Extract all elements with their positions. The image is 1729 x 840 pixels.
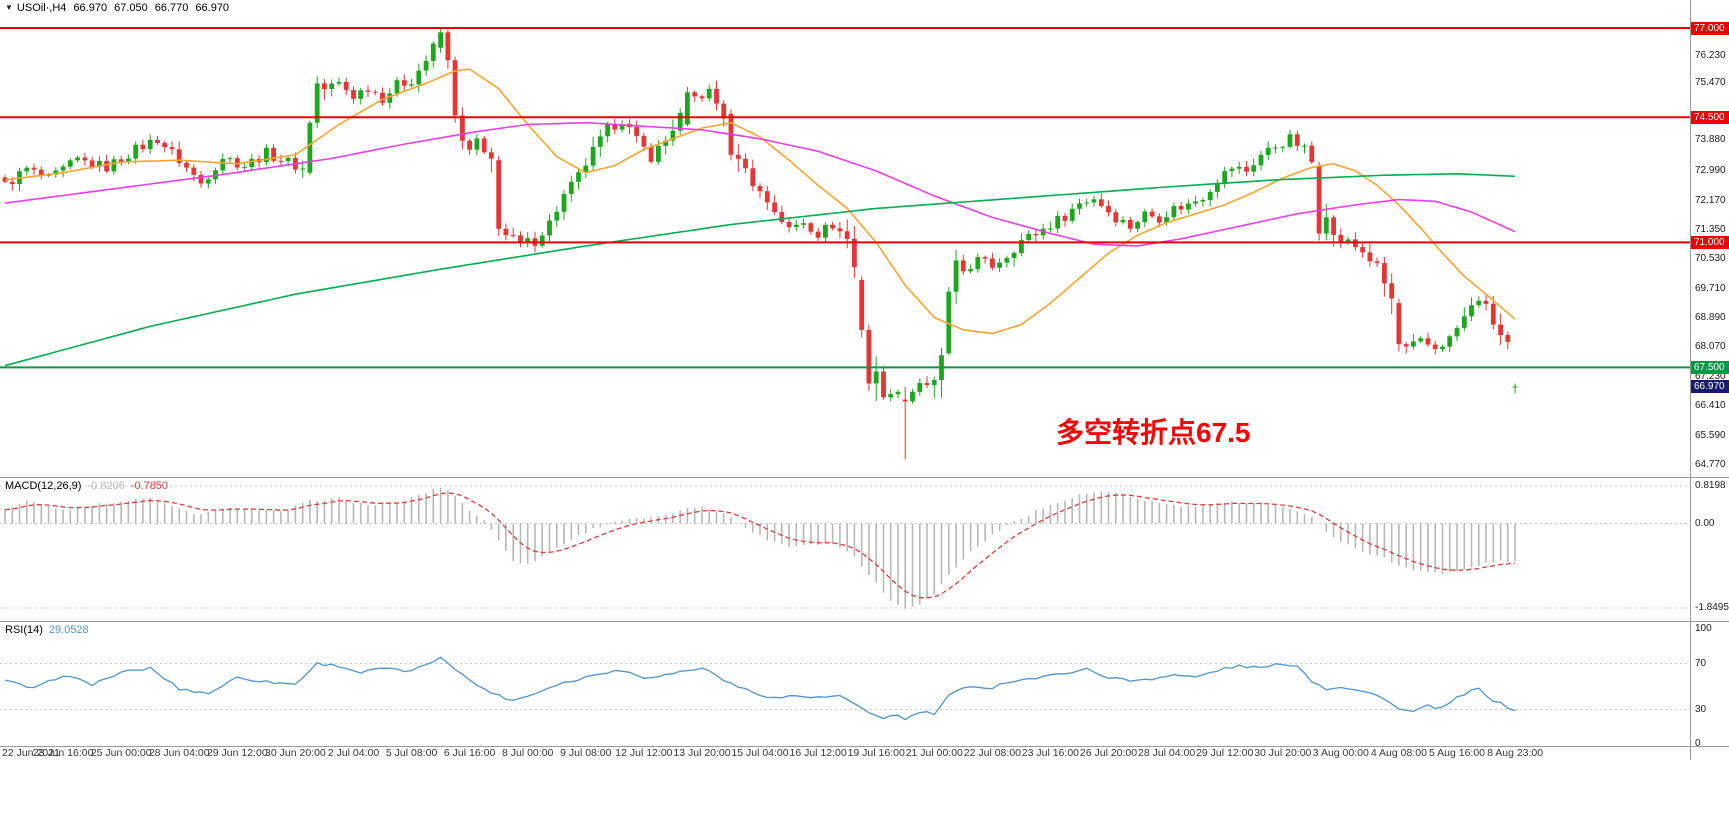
time-axis-label: 29 Jul 12:00 <box>1196 747 1254 759</box>
time-axis-label: 13 Jul 20:00 <box>673 747 731 759</box>
macd-name-label: MACD(12,26,9) <box>5 480 82 492</box>
time-axis-label: 16 Jul 12:00 <box>789 747 847 759</box>
macd-main-value: -0.8206 <box>87 480 125 492</box>
price-axis-tag: 71.000 <box>1691 235 1729 249</box>
time-axis-label: 29 Jun 12:00 <box>206 747 268 759</box>
price-axis-label: 68.890 <box>1695 311 1726 323</box>
time-axis-label: 30 Jun 20:00 <box>265 747 326 759</box>
open-value: 66.970 <box>73 2 108 14</box>
time-axis-label: 23 Jul 16:00 <box>1021 747 1079 759</box>
price-axis-label: 64.770 <box>1695 459 1726 470</box>
price-axis-label: 72.170 <box>1695 194 1726 206</box>
time-axis-label: 23 Jun 16:00 <box>32 747 94 759</box>
panel-splitter[interactable] <box>0 746 1729 747</box>
price-axis-tag: 77.000 <box>1691 21 1729 35</box>
price-axis-label: 30 <box>1695 703 1707 715</box>
price-axis-label: 70.530 <box>1695 253 1726 265</box>
time-axis-label: 15 Jul 04:00 <box>731 747 789 759</box>
price-axis-label: 0 <box>1695 738 1701 749</box>
low-value: 66.770 <box>154 2 189 14</box>
price-axis-label: 66.410 <box>1695 400 1726 412</box>
time-axis-label: 4 Aug 08:00 <box>1370 747 1427 759</box>
rsi-indicator-panel[interactable] <box>0 656 1690 721</box>
close-value: 66.970 <box>195 2 230 14</box>
rsi-value: 29.0528 <box>48 624 89 636</box>
high-value: 67.050 <box>114 2 148 14</box>
time-axis-label: 19 Jul 16:00 <box>847 747 905 759</box>
panel-splitter[interactable] <box>0 477 1729 478</box>
price-axis-label: 76.230 <box>1695 49 1726 61</box>
time-axis-label: 28 Jul 04:00 <box>1137 747 1196 759</box>
price-axis-label: 0.00 <box>1695 517 1715 529</box>
time-axis-label: 28 Jun 04:00 <box>148 747 210 759</box>
time-axis-label: 5 Aug 16:00 <box>1428 747 1486 759</box>
time-axis-label: 5 Jul 08:00 <box>385 747 438 759</box>
price-axis-tag: 66.970 <box>1691 379 1729 393</box>
price-axis-label: 69.710 <box>1695 282 1726 294</box>
price-axis-label: 75.470 <box>1695 76 1726 88</box>
rsi-label-row: RSI(14) 29.0528 <box>5 624 95 636</box>
price-axis-label: 70 <box>1695 657 1707 669</box>
price-axis-label: 100 <box>1695 623 1712 634</box>
macd-label-row: MACD(12,26,9) -0.8206 -0.7850 <box>5 480 174 492</box>
symbol-period-label: USOil·,H4 <box>16 2 67 14</box>
time-axis-label: 12 Jul 12:00 <box>615 747 673 759</box>
price-axis-label: 68.070 <box>1695 341 1726 353</box>
time-axis-label: 22 Jul 08:00 <box>963 747 1021 759</box>
macd-signal-value: -0.7850 <box>130 480 169 492</box>
main-price-chart[interactable] <box>0 27 1690 460</box>
rsi-name-label: RSI(14) <box>5 624 43 636</box>
time-axis-label: 8 Aug 23:00 <box>1487 747 1544 759</box>
price-axis-label: 73.880 <box>1695 133 1726 145</box>
time-axis-label: 3 Aug 00:00 <box>1312 747 1369 759</box>
time-axis-label: 21 Jul 00:00 <box>905 747 963 759</box>
macd-indicator-panel[interactable] <box>0 485 1690 609</box>
price-axis-label: 67.230 <box>1695 371 1726 383</box>
time-axis-label: 2 Jul 04:00 <box>327 747 380 759</box>
price-axis-label: 72.990 <box>1695 165 1726 177</box>
time-axis-label: 26 Jul 20:00 <box>1079 747 1138 759</box>
time-axis-label: 9 Jul 08:00 <box>560 747 612 759</box>
time-axis-label: 25 Jun 00:00 <box>90 747 152 759</box>
price-axis-label: 0.8198 <box>1695 480 1726 491</box>
time-axis[interactable]: 22 Jun 2021 23 Jun 16:00 25 Jun 00:00 28 Ju… <box>0 747 1690 761</box>
chart-title-bar: ▼ USOil·,H4 66.970 67.050 66.770 66.970 <box>5 2 229 14</box>
time-axis-label: 6 Jul 16:00 <box>443 747 496 759</box>
price-axis[interactable]: 76.230 75.470 73.880 72.990 72.170 71.350 70.5… <box>1690 0 1729 760</box>
symbol-dropdown-icon[interactable]: ▼ <box>5 3 13 12</box>
panel-splitter[interactable] <box>0 621 1729 622</box>
price-axis-label: -1.8495 <box>1695 602 1729 613</box>
time-axis-label: 8 Jul 00:00 <box>502 747 554 759</box>
price-axis-tag: 74.500 <box>1691 110 1729 124</box>
chart-annotation-text: 多空转折点67.5 <box>1056 417 1251 448</box>
price-axis-label: 65.590 <box>1695 429 1726 441</box>
time-axis-label: 30 Jul 20:00 <box>1254 747 1312 759</box>
price-axis-label: 71.350 <box>1695 223 1726 235</box>
price-axis-tag: 67.500 <box>1691 360 1729 374</box>
time-axis-label: 22 Jun 2021 <box>2 747 60 759</box>
